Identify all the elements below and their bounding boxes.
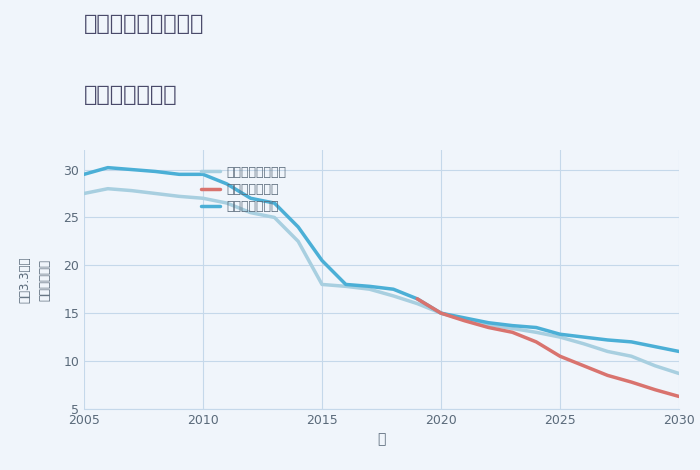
グッドシナリオ (318, 258, 326, 263)
Text: 単価（万円）: 単価（万円） (38, 258, 52, 301)
Text: 坪（3.3㎡）: 坪（3.3㎡） (18, 257, 31, 303)
グッドシナリオ (580, 334, 588, 340)
ノーマルシナリオ (580, 341, 588, 346)
ノーマルシナリオ (389, 293, 398, 299)
グッドシナリオ (651, 344, 659, 350)
グッドシナリオ (532, 325, 540, 330)
ノーマルシナリオ (199, 196, 207, 201)
バッドシナリオ (437, 310, 445, 316)
Legend: ノーマルシナリオ, バッドシナリオ, グッドシナリオ: ノーマルシナリオ, バッドシナリオ, グッドシナリオ (197, 162, 290, 217)
グッドシナリオ (104, 165, 112, 171)
グッドシナリオ (627, 339, 636, 345)
バッドシナリオ (580, 363, 588, 368)
グッドシナリオ (389, 286, 398, 292)
バッドシナリオ (508, 329, 517, 335)
ノーマルシナリオ (437, 310, 445, 316)
ノーマルシナリオ (270, 215, 279, 220)
グッドシナリオ (413, 296, 421, 302)
グッドシナリオ (437, 310, 445, 316)
グッドシナリオ (80, 172, 88, 177)
ノーマルシナリオ (223, 200, 231, 206)
バッドシナリオ (532, 339, 540, 345)
Text: 三重県伊賀市富永の: 三重県伊賀市富永の (84, 14, 204, 34)
ノーマルシナリオ (508, 326, 517, 331)
グッドシナリオ (199, 172, 207, 177)
バッドシナリオ (461, 318, 469, 324)
ノーマルシナリオ (413, 301, 421, 306)
グッドシナリオ (175, 172, 183, 177)
ノーマルシナリオ (556, 334, 564, 340)
バッドシナリオ (651, 387, 659, 392)
ノーマルシナリオ (675, 371, 683, 376)
ノーマルシナリオ (651, 363, 659, 368)
グッドシナリオ (246, 196, 255, 201)
バッドシナリオ (603, 373, 612, 378)
ノーマルシナリオ (484, 322, 493, 328)
X-axis label: 年: 年 (377, 432, 386, 446)
Line: バッドシナリオ: バッドシナリオ (417, 299, 679, 397)
Line: グッドシナリオ: グッドシナリオ (84, 168, 679, 352)
グッドシナリオ (294, 224, 302, 230)
ノーマルシナリオ (127, 188, 136, 194)
グッドシナリオ (508, 323, 517, 329)
ノーマルシナリオ (365, 286, 374, 292)
ノーマルシナリオ (151, 191, 160, 196)
ノーマルシナリオ (104, 186, 112, 191)
グッドシナリオ (365, 283, 374, 289)
ノーマルシナリオ (603, 349, 612, 354)
バッドシナリオ (556, 353, 564, 359)
ノーマルシナリオ (175, 194, 183, 199)
グッドシナリオ (484, 320, 493, 326)
グッドシナリオ (151, 169, 160, 174)
ノーマルシナリオ (246, 210, 255, 215)
バッドシナリオ (627, 379, 636, 385)
ノーマルシナリオ (627, 353, 636, 359)
グッドシナリオ (675, 349, 683, 354)
グッドシナリオ (127, 167, 136, 172)
ノーマルシナリオ (532, 329, 540, 335)
グッドシナリオ (603, 337, 612, 343)
Line: ノーマルシナリオ: ノーマルシナリオ (84, 188, 679, 374)
ノーマルシナリオ (294, 239, 302, 244)
グッドシナリオ (223, 181, 231, 187)
グッドシナリオ (556, 331, 564, 337)
ノーマルシナリオ (80, 191, 88, 196)
ノーマルシナリオ (461, 317, 469, 323)
ノーマルシナリオ (342, 283, 350, 289)
バッドシナリオ (484, 325, 493, 330)
グッドシナリオ (461, 315, 469, 321)
グッドシナリオ (342, 282, 350, 287)
バッドシナリオ (675, 394, 683, 399)
グッドシナリオ (270, 200, 279, 206)
バッドシナリオ (413, 296, 421, 302)
ノーマルシナリオ (318, 282, 326, 287)
Text: 土地の価格推移: 土地の価格推移 (84, 85, 178, 105)
